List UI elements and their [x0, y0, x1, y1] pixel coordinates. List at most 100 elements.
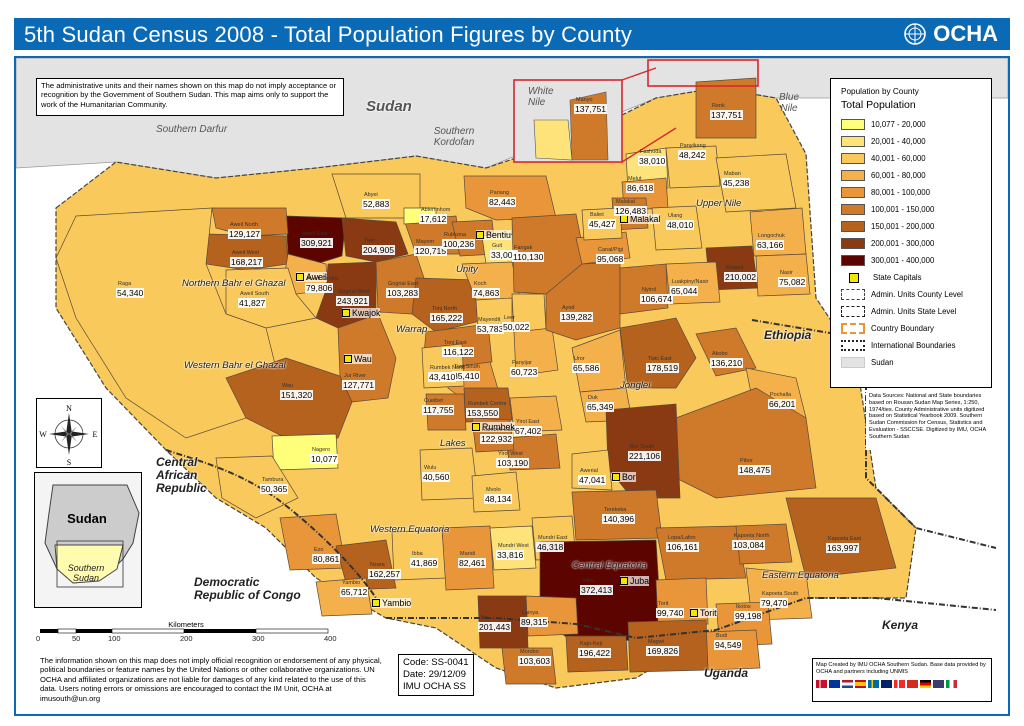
county-yirol-east: [509, 395, 563, 433]
county-name-panyikang: Panyikang: [680, 143, 706, 149]
county-value-budi: 94,549: [714, 640, 743, 650]
county-value-renk: 137,751: [710, 110, 744, 120]
county-name-uror: Uror: [574, 356, 585, 362]
capital-aweil: Aweil: [296, 272, 327, 282]
compass-icon: N S W E: [39, 404, 97, 467]
legend-swatch: [841, 238, 865, 249]
county-value-rubkona: 100,236: [442, 239, 476, 249]
state-jonglei: Jonglei: [620, 380, 651, 391]
svg-text:W: W: [39, 430, 47, 439]
label-sudan: Sudan: [366, 98, 412, 115]
capital-bor: Bor: [612, 472, 636, 482]
legend-class-8: 300,001 - 400,000: [841, 252, 981, 269]
capital-bentiu: Bentiu: [476, 230, 511, 240]
county-value-mundri-west: 33,816: [496, 550, 525, 560]
county-value-twic: 204,905: [362, 245, 396, 255]
county-value-wulu: 40,560: [422, 472, 451, 482]
map-frame: Sudan Southern Darfur Southern Kordofan …: [14, 56, 1010, 716]
county-value-ibba: 41,869: [410, 558, 439, 568]
inset-map: Sudan Southern Sudan: [34, 472, 142, 608]
county-maban: [715, 153, 797, 213]
credits-text: Map Created by IMU OCHA Southern Sudan. …: [816, 662, 986, 675]
county-value-twic-east: 178,519: [646, 363, 680, 373]
capital-marker-icon: [372, 599, 380, 607]
county-value-awerial: 47,041: [578, 475, 607, 485]
county-value-lopa-lafon: 106,161: [666, 542, 700, 552]
title-bar: 5th Sudan Census 2008 - Total Population…: [14, 18, 1010, 50]
county-value-kapoeta-north: 103,084: [732, 540, 766, 550]
scale-tick-label: 100: [108, 634, 121, 643]
flag-icon: [868, 680, 879, 689]
capital-marker-icon: [296, 273, 304, 281]
legend-class-7: 200,001 - 300,000: [841, 235, 981, 252]
legend-symbol-label: Sudan: [871, 358, 894, 367]
legend-symbol-label: International Boundaries: [871, 341, 956, 350]
county-name-pariang: Pariang: [490, 190, 509, 196]
county-name-twic-east: Twic East: [648, 356, 672, 362]
county-name-gogrial-west: Gogrial West: [338, 289, 370, 295]
county-name-fangak: Fangak: [514, 245, 533, 251]
svg-text:N: N: [66, 404, 72, 413]
county-value-mayendit: 53,783: [476, 324, 505, 334]
legend-swatch: [841, 170, 865, 181]
flag-icon: [946, 680, 957, 689]
county-value-nagero: 10,077: [310, 454, 339, 464]
legend-class-label: 150,001 - 200,000: [871, 222, 935, 231]
county-name-cueibet: Cueibet: [424, 398, 443, 404]
county-value-mundri-east: 46,318: [536, 542, 565, 552]
county-name-lopa-lafon: Lopa/Lafon: [668, 535, 696, 541]
label-drc: Democratic Republic of Congo: [194, 575, 301, 602]
map-date: Date: 29/12/09: [403, 669, 466, 680]
county-value-ikotos: 99,198: [734, 611, 763, 621]
state-upper-nile: Upper Nile: [696, 198, 742, 209]
legend-symbol-2: Admin. Units State Level: [841, 303, 981, 320]
scale-tick-label: 50: [72, 634, 81, 643]
county-name-gogrial-east: Gogrial East: [388, 281, 419, 287]
county-name-manyo: Manyo: [576, 97, 593, 103]
state-lakes: Lakes: [440, 438, 466, 449]
legend: Population by County Total Population 10…: [830, 78, 992, 388]
county-name-baliet: Baliet: [590, 212, 604, 218]
legend-symbol-swatch: [841, 357, 865, 368]
inset-label-southern-sudan: Southern Sudan: [67, 563, 105, 583]
capital-marker-icon: [344, 355, 352, 363]
capital-yambio: Yambio: [372, 598, 412, 608]
capital-marker-icon: [472, 423, 480, 431]
legend-class-label: 60,001 - 80,000: [871, 171, 926, 180]
inset-map-canvas: Sudan: [35, 473, 141, 607]
county-value-kapoeta-east: 163,997: [826, 543, 860, 553]
county-name-duk: Duk: [588, 395, 598, 401]
legend-class-2: 40,001 - 60,000: [841, 150, 981, 167]
legend-swatch: [841, 221, 865, 232]
county-name-kapoeta-east: Kapoeta East: [828, 536, 862, 542]
legend-class-label: 200,001 - 300,000: [871, 239, 935, 248]
county-name-awerial: Awerial: [580, 468, 598, 474]
state-warrap: Warrap: [396, 324, 428, 335]
state-western-bahr-el-ghazal: Western Bahr el Ghazal: [184, 360, 286, 371]
county-name-longochuk: Longochuk: [758, 233, 785, 239]
label-uganda: Uganda: [704, 666, 749, 680]
county-name-nzara: Nzara: [370, 562, 385, 568]
county-name-jur-river: Jur River: [344, 373, 367, 379]
county-value-yirol-east: 67,402: [514, 426, 543, 436]
county-value-panyijar: 60,723: [510, 367, 539, 377]
flag-icon: [907, 680, 918, 689]
map-title: 5th Sudan Census 2008 - Total Population…: [24, 22, 633, 47]
county-budi: [705, 629, 761, 671]
county-name-yirol-west: Yirol West: [498, 451, 523, 457]
county-name-yirol-east: Yirol East: [516, 419, 540, 425]
county-value-yirol-west: 103,190: [496, 458, 530, 468]
county-value-kajo-keji: 196,422: [578, 648, 612, 658]
donor-flags: [816, 680, 988, 689]
county-value-duk: 65,349: [586, 402, 615, 412]
legend-class-0: 10,077 - 20,000: [841, 116, 981, 133]
map-code-box: Code: SS-0041 Date: 29/12/09 IMU OCHA SS: [398, 654, 474, 696]
legend-class-label: 20,001 - 40,000: [871, 137, 926, 146]
legend-symbol-label: Admin. Units State Level: [871, 307, 957, 316]
flag-icon: [933, 680, 944, 689]
county-name-malakal: Malakal: [616, 199, 635, 205]
legend-symbol-label: State Capitals: [873, 273, 922, 282]
county-value-manyo: 137,751: [574, 104, 608, 114]
county-name-nyirol: Nyirol: [642, 287, 657, 293]
county-name-akobo: Akobo: [712, 351, 728, 357]
